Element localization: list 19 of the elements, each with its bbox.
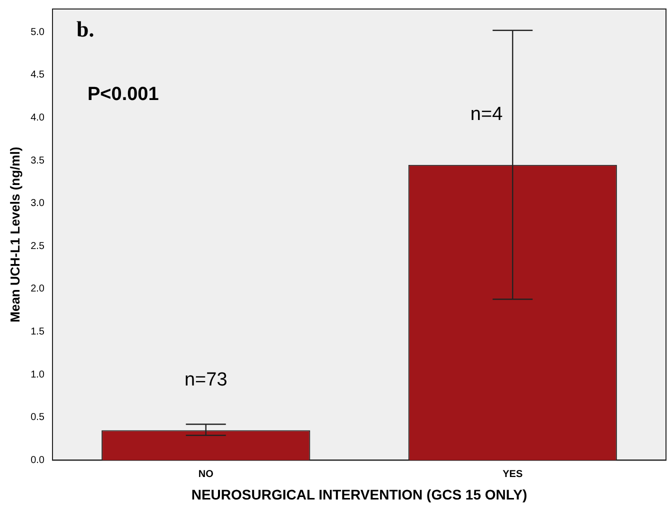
y-tick-label: 4.0 (30, 112, 45, 124)
y-tick-label: 4.5 (30, 70, 45, 81)
y-tick-label: 3.0 (30, 198, 45, 210)
y-tick-label: 1.0 (30, 369, 45, 380)
y-axis-title: Mean UCH-L1 Levels (ng/ml) (7, 146, 22, 322)
x-axis-title: NEUROSURGICAL INTERVENTION (GCS 15 ONLY) (191, 486, 528, 502)
y-tick-label: 2.0 (30, 284, 45, 295)
y-tick-label: 2.5 (30, 240, 45, 252)
annotation: n=73 (184, 369, 228, 390)
y-tick-label: 5.0 (30, 26, 45, 38)
y-tick-label: 3.5 (30, 155, 45, 166)
y-tick-label: 0.0 (30, 454, 45, 466)
y-tick-label: 1.5 (30, 326, 45, 338)
x-tick-label: NO (198, 468, 214, 480)
annotation: n=4 (470, 104, 504, 126)
annotation: P<0.001 (88, 84, 160, 106)
annotation: b. (76, 16, 94, 42)
y-tick-label: 0.5 (30, 412, 45, 424)
x-tick-label: YES (502, 468, 523, 480)
